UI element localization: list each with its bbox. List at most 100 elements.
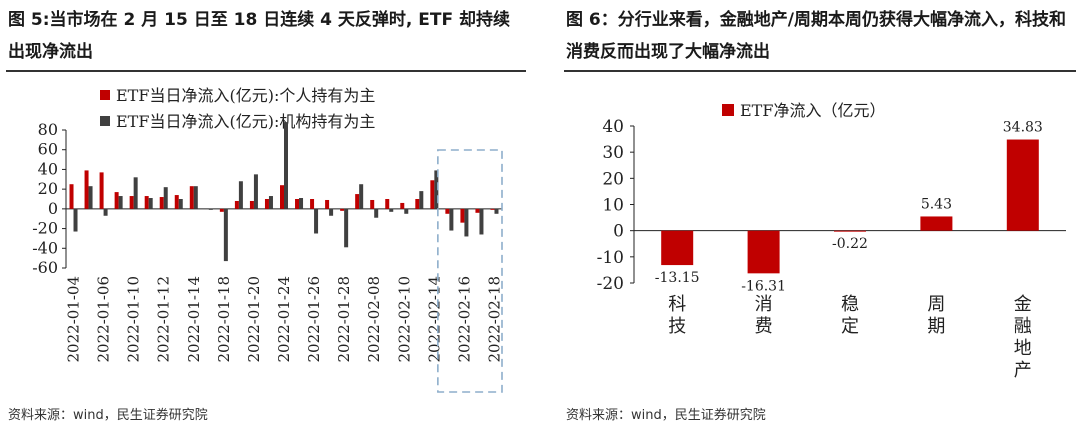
y-tick-label: 80 [38, 120, 58, 139]
bar-institutional [419, 191, 424, 209]
data-label: 34.83 [1003, 120, 1043, 136]
bar-institutional [329, 208, 334, 216]
bar-institutional [148, 198, 153, 209]
y-tick-label: -40 [32, 238, 58, 257]
bar-institutional [494, 208, 499, 214]
x-tick-label: 2022-02-14 [425, 276, 443, 362]
x-tick-label: 2022-01-20 [245, 276, 263, 362]
bar-individual [430, 180, 435, 209]
bar-individual [415, 199, 420, 209]
legend-label: ETF净流入（亿元） [740, 101, 885, 120]
bar-individual [84, 170, 89, 209]
bar-institutional [238, 181, 243, 209]
bar-institutional [314, 208, 319, 234]
figure5-title: 图 5:当市场在 2 月 15 日至 18 日连续 4 天反弹时, ETF 却持… [8, 10, 510, 62]
x-category-label: 科 [668, 294, 686, 315]
x-tick-label: 2022-01-06 [95, 276, 113, 362]
x-tick-label: 2022-01-18 [215, 276, 233, 362]
chart-etf-daily-inflow: ETF当日净流入(亿元):个人持有为主 ETF当日净流入(亿元):机构持有为主 80… [32, 86, 503, 393]
data-label: -0.22 [832, 236, 868, 252]
legend-swatch [722, 104, 734, 116]
y-tick-label: -60 [32, 258, 58, 277]
x-category-label: 定 [841, 316, 859, 337]
bar-individual [370, 199, 375, 209]
y-tick-label: -20 [597, 274, 624, 294]
legend-swatch [100, 90, 110, 100]
bar-institutional [103, 208, 108, 216]
bar-individual [174, 195, 179, 209]
bar-institutional [434, 170, 439, 209]
bar-institutional [193, 186, 198, 209]
y-tick-label: 40 [602, 117, 624, 137]
bar-institutional [133, 177, 138, 209]
x-tick-label: 2022-01-10 [125, 276, 143, 362]
highlight-box [437, 149, 503, 393]
bar-individual [69, 184, 74, 209]
y-tick-label: 60 [38, 140, 58, 159]
y-tick-label: 0 [613, 222, 624, 242]
bar-institutional [359, 184, 364, 209]
x-tick-label: 2022-02-16 [455, 276, 473, 362]
bar-individual [219, 208, 224, 212]
bar-industry [1006, 139, 1039, 231]
bar-institutional [404, 208, 409, 214]
data-label: 5.43 [921, 196, 952, 212]
bar-institutional [208, 208, 213, 210]
x-tick-label: 2022-02-10 [395, 276, 413, 362]
bar-industry [661, 230, 694, 266]
y-tick-label: -10 [597, 248, 624, 268]
bar-institutional [479, 208, 484, 235]
title-rule [564, 70, 1076, 72]
y-tick-label: 20 [38, 179, 58, 198]
bar-institutional [449, 208, 454, 231]
left-chart-panel: 图 5:当市场在 2 月 15 日至 18 日连续 4 天反弹时, ETF 却持… [0, 0, 530, 426]
x-tick-label: 2022-01-04 [65, 276, 83, 362]
y-tick-label: -20 [32, 219, 58, 238]
bar-institutional [374, 208, 379, 218]
figure5-source: 资料来源：wind，民生证券研究院 [8, 408, 208, 423]
x-tick-label: 2022-01-28 [335, 276, 353, 362]
bar-individual [234, 200, 239, 209]
x-category-label: 消 [755, 294, 773, 315]
data-label: -16.31 [741, 278, 786, 294]
bar-individual [189, 186, 194, 209]
x-category-label: 费 [755, 316, 773, 337]
bar-institutional [344, 208, 349, 248]
bar-individual [400, 202, 405, 209]
bar-institutional [178, 199, 183, 209]
x-category-label: 融 [1014, 316, 1032, 337]
bar-individual [310, 199, 315, 209]
bar-institutional [389, 208, 394, 212]
x-tick-label: 2022-02-18 [485, 276, 503, 362]
figure6-source: 资料来源：wind，民生证券研究院 [566, 408, 766, 423]
y-tick-label: 30 [602, 143, 624, 163]
x-category-label: 周 [927, 294, 945, 315]
x-category-label: 地 [1014, 338, 1032, 359]
right-chart-panel: 图 6：分行业来看，金融地产/周期本周仍获得大幅净流入，科技和消费反而出现了大幅… [558, 0, 1080, 426]
bar-individual [475, 208, 480, 213]
bar-individual [99, 172, 104, 209]
bar-institutional [118, 196, 123, 209]
bar-individual [385, 199, 390, 209]
bar-institutional [253, 174, 258, 209]
x-category-label: 期 [927, 316, 945, 337]
bar-individual [460, 208, 465, 223]
x-tick-label: 2022-01-26 [305, 276, 323, 362]
bar-institutional [284, 122, 288, 209]
bar-individual [340, 208, 345, 211]
bar-individual [129, 196, 134, 209]
bar-individual [490, 208, 495, 210]
y-tick-label: 20 [602, 169, 624, 189]
bar-institutional [163, 187, 168, 209]
bar-individual [295, 199, 300, 209]
y-tick-label: 0 [48, 199, 58, 218]
x-tick-label: 2022-01-12 [155, 276, 173, 362]
x-category-label: 稳 [841, 294, 859, 315]
legend-label: ETF当日净流入(亿元):机构持有为主 [116, 112, 375, 131]
bar-institutional [223, 208, 228, 262]
bar-individual [159, 197, 164, 209]
bar-individual [325, 199, 330, 209]
legend-swatch [100, 116, 110, 126]
bar-individual [264, 199, 269, 209]
bar-individual [249, 200, 254, 209]
